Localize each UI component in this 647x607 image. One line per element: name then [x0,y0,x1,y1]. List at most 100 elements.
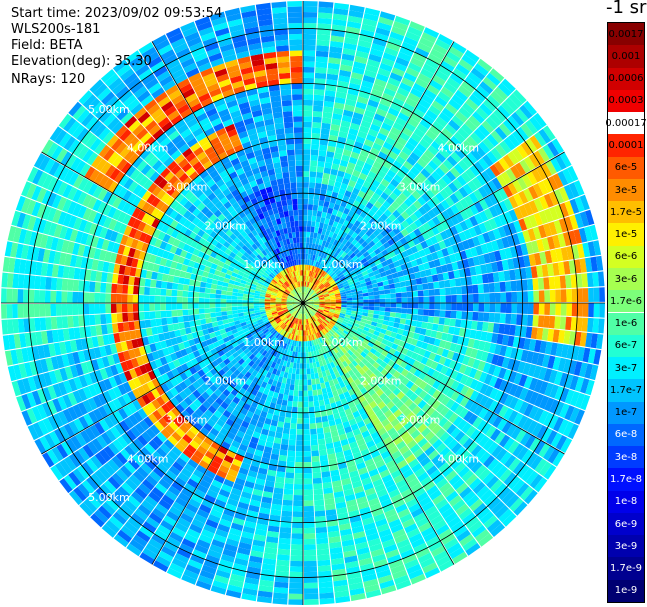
ppi-cell [334,260,340,267]
ppi-cell [272,368,278,375]
ppi-cell [121,482,134,495]
ppi-cell [522,230,531,243]
ppi-cell [326,514,338,522]
ppi-cell [286,320,291,326]
ppi-cell [355,50,369,59]
ppi-cell [319,304,325,307]
ppi-cell [203,559,219,570]
ppi-cell [366,268,374,274]
ppi-cell [368,444,378,454]
ppi-cell [72,303,79,316]
ppi-cell [388,488,401,499]
ppi-cell [73,376,83,390]
ppi-cell [321,359,327,366]
ppi-cell [122,405,133,417]
ppi-cell [55,303,62,316]
ppi-cell [376,21,392,32]
ppi-cell [122,312,129,322]
ppi-cell [290,423,297,430]
ppi-cell [315,526,328,534]
ppi-cell [313,100,324,107]
ppi-cell [248,310,255,315]
ppi-cell [432,519,447,531]
ppi-cell [288,593,303,600]
ppi-cell [360,257,368,264]
ppi-cell [344,352,351,359]
ppi-cell [487,519,502,533]
ppi-cell [269,458,279,466]
ppi-cell [419,118,432,130]
ppi-cell [489,112,503,126]
ppi-cell [305,275,308,282]
ppi-cell [308,351,312,358]
ppi-cell [207,343,215,351]
ppi-cell [443,537,459,550]
ppi-cell [69,364,79,378]
ppi-cell [339,312,346,317]
ppi-cell [427,510,441,522]
ppi-cell [482,362,491,374]
ppi-cell [582,242,591,258]
ppi-cell [407,194,417,204]
ppi-cell [435,152,447,163]
ppi-cell [377,401,386,410]
ppi-cell [296,329,299,336]
ppi-cell [357,39,372,49]
ppi-cell [344,247,351,254]
ppi-cell [318,307,325,310]
ppi-cell [309,318,312,324]
ppi-cell [388,336,396,343]
ppi-cell [332,252,339,259]
ppi-cell [365,344,373,352]
ppi-cell [92,395,103,408]
ppi-cell [331,118,342,126]
ppi-cell [569,198,580,214]
ppi-cell [182,354,191,363]
ppi-cell [482,321,489,332]
ppi-cell [416,491,429,503]
ppi-cell [78,375,88,388]
ppi-cell [276,398,283,405]
ppi-cell [476,321,484,331]
ppi-cell [21,393,32,410]
ppi-cell [451,261,459,271]
ppi-cell [144,319,152,328]
ppi-cell [88,411,99,424]
ppi-cell [482,183,493,196]
ppi-cell [182,315,190,322]
ppi-cell [543,208,554,223]
ppi-cell [410,482,423,493]
ppi-cell [59,478,73,494]
ppi-cell [239,536,253,545]
ppi-cell [227,468,239,478]
ppi-cell [334,339,340,346]
ppi-cell [144,458,156,471]
ppi-cell [312,272,317,278]
ppi-cell [90,473,104,487]
ppi-cell [167,345,175,355]
ppi-cell [419,270,427,278]
ppi-cell [193,421,203,431]
ppi-cell [563,330,571,345]
ppi-cell [317,565,332,572]
ppi-cell [317,394,324,401]
ppi-cell [311,265,315,272]
ppi-cell [366,332,374,338]
ppi-cell [289,434,297,441]
ppi-cell [501,101,515,115]
ppi-cell [378,353,386,361]
ppi-cell [134,366,143,377]
ppi-cell [43,372,53,387]
ppi-cell [166,536,181,548]
ppi-cell [499,140,512,154]
ppi-cell [443,450,455,462]
ppi-cell [75,363,84,376]
ppi-cell [192,389,201,399]
ppi-cell [401,368,409,377]
ppi-cell [499,451,512,465]
ppi-cell [394,282,401,289]
ppi-cell [415,547,431,559]
ppi-cell [252,323,259,328]
ppi-cell [368,53,382,63]
ppi-cell [304,292,307,298]
